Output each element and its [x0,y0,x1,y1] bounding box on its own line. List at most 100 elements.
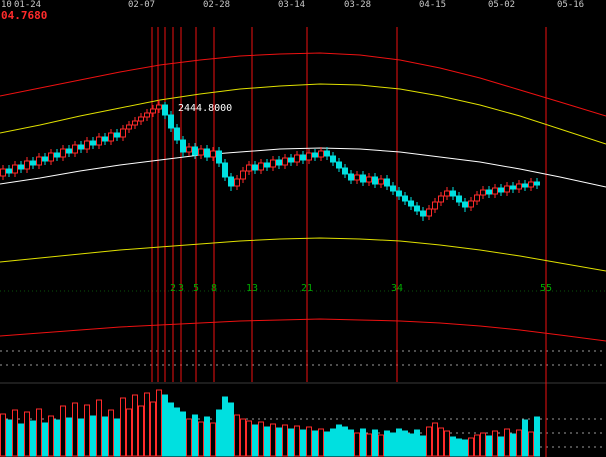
time-axis: 10 01-24 02-07 02-28 03-14 03-28 04-15 05-02 05-… [0,0,606,10]
volume-bar [150,401,156,457]
price-readout: 04.7680 [1,9,48,22]
volume-bar [18,423,24,457]
fib-time-label: 8 [211,283,217,294]
volume-bar [504,428,510,457]
axis-date-label: 02-28 [203,0,231,10]
axis-date-label: 10 [1,0,12,10]
candle-body [372,176,378,185]
candle-body [330,155,336,163]
volume-bar [102,416,108,457]
volume-bar [24,411,30,457]
volume-bar [192,414,198,457]
fib-time-label: 5 [193,283,199,294]
candle-body [498,187,504,193]
volume-bar [396,428,402,457]
volume-bar [144,392,150,457]
volume-bar [456,438,462,457]
volume-bar [414,429,420,457]
candle-body [84,140,90,150]
candle-body [336,161,342,169]
volume-bar [84,404,90,457]
volume-bar [390,432,396,457]
candle-body [432,201,438,210]
candle-body [204,148,210,158]
candle-body [192,146,198,156]
candle-body [324,150,330,157]
volume-bar [252,424,258,457]
volume-bar [318,428,324,457]
volume-bar [330,428,336,457]
candle-body [264,162,270,168]
candle-body [60,148,66,158]
candle-body [30,160,36,166]
volume-bar [228,402,234,457]
candle-body [408,200,414,207]
volume-bar [168,402,174,457]
candle-body [534,181,540,186]
volume-bar [54,419,60,457]
volume-bar [198,421,204,457]
candle-body [444,190,450,197]
candle-body [348,173,354,181]
axis-date-label: 04-15 [419,0,447,10]
fib-time-label: 13 [246,283,258,294]
candle-body [36,156,42,166]
volume-bar [42,422,48,457]
lower-band-inner [0,237,606,272]
volume-bar [492,430,498,457]
volume-bar [462,439,468,457]
upper-band-inner [0,83,606,145]
volume-bar [114,418,120,457]
candle-body [198,148,204,156]
volume-bar [120,397,126,457]
candle-body [18,164,24,170]
candle-body [510,185,516,190]
candle-body [360,174,366,183]
volume-bar [474,434,480,457]
candle-body [96,136,102,146]
candle-body [54,152,60,158]
candle-body [462,201,468,208]
axis-date-label: 03-14 [278,0,306,10]
volume-bar [126,408,132,457]
candle-body [174,127,180,141]
axis-date-label: 05-02 [488,0,516,10]
candle-body [492,187,498,195]
volume-bar [90,415,96,457]
candle-body [402,195,408,202]
candle-body [12,164,18,174]
candle-body [216,150,222,164]
candle-body [456,195,462,203]
volume-bar [354,432,360,457]
fib-time-label: 21 [301,283,313,294]
volume-bar [30,420,36,457]
candle-body [306,152,312,161]
candle-body [420,210,426,217]
volume-bar [204,416,210,457]
volume-bar [138,405,144,457]
candle-body [78,144,84,150]
volume-bar [258,421,264,457]
volume-bar [498,436,504,457]
fib-time-label: 34 [391,283,403,294]
volume-bar [66,417,72,457]
volume-bar [306,426,312,457]
candle-body [528,181,534,188]
candle-body [114,132,120,138]
fib-time-label: 2 [170,283,176,294]
candle-body [288,157,294,163]
volume-bar [288,428,294,457]
candle-body [252,164,258,171]
volume-bar [510,433,516,457]
volume-bar [426,426,432,457]
candle-body [132,120,138,126]
candle-body [138,116,144,122]
candle-body [354,174,360,181]
candle-body [276,159,282,166]
fib-time-label: 55 [540,283,552,294]
candle-body [48,152,54,162]
volume-bar [210,422,216,457]
volume-bar [522,419,528,457]
